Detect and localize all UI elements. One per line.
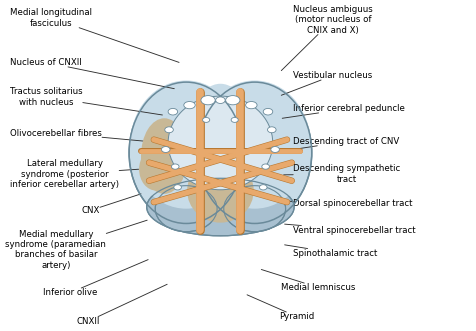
- Text: Medial longitudinal
fasciculus: Medial longitudinal fasciculus: [10, 8, 178, 62]
- Ellipse shape: [231, 118, 238, 122]
- Ellipse shape: [245, 102, 257, 109]
- Ellipse shape: [171, 164, 178, 169]
- Ellipse shape: [263, 109, 272, 115]
- Ellipse shape: [225, 96, 239, 105]
- Ellipse shape: [259, 185, 267, 190]
- Ellipse shape: [164, 127, 173, 133]
- Ellipse shape: [267, 127, 276, 133]
- Ellipse shape: [173, 185, 181, 190]
- Text: CNXII: CNXII: [77, 284, 167, 326]
- Text: Vestibular nucleus: Vestibular nucleus: [281, 71, 372, 95]
- Text: Nucleus ambiguus
(motor nucleus of
CNIX and X): Nucleus ambiguus (motor nucleus of CNIX …: [281, 5, 372, 71]
- Ellipse shape: [184, 86, 256, 213]
- Text: Inferior olive: Inferior olive: [43, 260, 148, 297]
- Text: Pyramid: Pyramid: [247, 295, 314, 321]
- Text: Descending tract of CNV: Descending tract of CNV: [282, 137, 398, 151]
- Ellipse shape: [261, 164, 269, 169]
- Text: Lateral medullary
syndrome (posterior
inferior cerebellar artery): Lateral medullary syndrome (posterior in…: [10, 159, 139, 189]
- Ellipse shape: [183, 84, 257, 222]
- Ellipse shape: [202, 118, 209, 122]
- Ellipse shape: [161, 147, 169, 153]
- Ellipse shape: [168, 96, 272, 190]
- Text: Tractus solitarius
with nucleus: Tractus solitarius with nucleus: [10, 87, 162, 115]
- Ellipse shape: [187, 159, 253, 223]
- Ellipse shape: [215, 97, 225, 104]
- Ellipse shape: [198, 80, 310, 209]
- Ellipse shape: [200, 96, 215, 105]
- Text: Dorsal spinocerebellar tract: Dorsal spinocerebellar tract: [284, 199, 412, 208]
- Text: Inferior cerebral peduncle: Inferior cerebral peduncle: [282, 104, 404, 118]
- Ellipse shape: [141, 118, 187, 194]
- Ellipse shape: [139, 148, 173, 191]
- Ellipse shape: [130, 80, 242, 209]
- Ellipse shape: [168, 109, 177, 115]
- Text: Ventral spinocerebellar tract: Ventral spinocerebellar tract: [284, 224, 415, 235]
- Ellipse shape: [270, 147, 279, 153]
- Ellipse shape: [223, 186, 285, 232]
- Text: Medial medullary
syndrome (paramedian
branches of basilar
artery): Medial medullary syndrome (paramedian br…: [5, 220, 147, 270]
- Text: Nucleus of CNXII: Nucleus of CNXII: [10, 58, 174, 89]
- Text: CNX: CNX: [81, 194, 141, 215]
- Text: Descending sympathetic
tract: Descending sympathetic tract: [283, 165, 400, 184]
- Text: Medial lemniscus: Medial lemniscus: [261, 269, 355, 292]
- Text: Spinothalamic tract: Spinothalamic tract: [284, 245, 377, 258]
- Ellipse shape: [147, 178, 294, 236]
- Ellipse shape: [183, 102, 195, 109]
- Text: Olivocerebellar fibres: Olivocerebellar fibres: [10, 128, 146, 141]
- Ellipse shape: [155, 186, 217, 232]
- Ellipse shape: [129, 82, 243, 223]
- Ellipse shape: [197, 82, 311, 223]
